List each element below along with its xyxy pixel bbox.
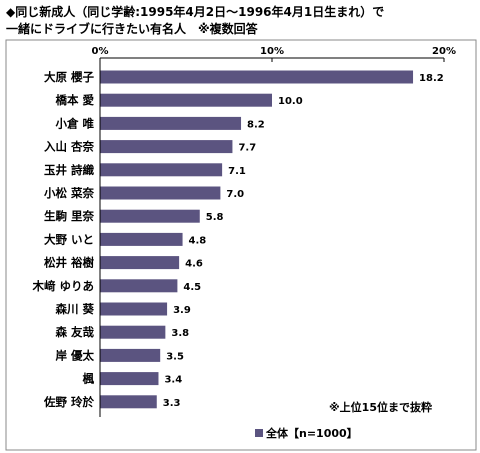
bar xyxy=(100,209,200,223)
value-label: 3.8 xyxy=(171,328,189,339)
value-label: 3.9 xyxy=(173,305,191,316)
category-label: 生駒 里奈 xyxy=(44,209,95,223)
bar xyxy=(100,348,161,362)
bar xyxy=(100,372,159,386)
bar xyxy=(100,325,166,339)
value-label: 3.3 xyxy=(163,398,181,409)
bar xyxy=(100,256,180,270)
category-label: 入山 杏奈 xyxy=(44,140,95,154)
chart-frame xyxy=(5,39,477,451)
legend-swatch xyxy=(255,429,263,437)
bar xyxy=(100,93,272,107)
bar xyxy=(100,279,178,293)
category-label: 玉井 詩織 xyxy=(44,163,95,177)
category-label: 森川 葵 xyxy=(55,302,94,316)
category-label: 岸 優太 xyxy=(55,348,94,362)
category-label: 佐野 玲於 xyxy=(43,395,95,409)
category-label: 森 友哉 xyxy=(55,325,94,339)
chart-title: ◆同じ新成人（同じ学齢:1995年4月2日～1996年4月1日生まれ）で 一緒に… xyxy=(6,5,385,36)
bar xyxy=(100,70,414,84)
x-tick-label: 0% xyxy=(92,46,109,57)
value-label: 4.8 xyxy=(189,235,207,246)
category-label: 小倉 唯 xyxy=(54,116,94,130)
category-label: 松井 裕樹 xyxy=(44,256,95,270)
bar xyxy=(100,395,157,409)
value-label: 4.6 xyxy=(185,259,203,270)
category-label: 木﨑 ゆりあ xyxy=(31,279,94,293)
value-label: 7.1 xyxy=(228,166,246,177)
bar xyxy=(100,186,221,200)
x-tick-label: 10% xyxy=(260,46,284,57)
category-label: 大原 櫻子 xyxy=(44,70,95,84)
bar xyxy=(100,116,242,130)
bar xyxy=(100,302,168,316)
category-label: 橋本 愛 xyxy=(55,93,94,107)
value-label: 7.7 xyxy=(238,143,256,154)
bar xyxy=(100,140,233,154)
value-label: 7.0 xyxy=(226,189,244,200)
value-label: 3.4 xyxy=(164,375,182,386)
value-label: 10.0 xyxy=(278,96,303,107)
annotation-note: ※上位15位まで抜粋 xyxy=(329,400,432,414)
bar xyxy=(100,163,223,177)
value-label: 5.8 xyxy=(206,212,224,223)
category-label: 小松 菜奈 xyxy=(43,186,95,200)
value-label: 8.2 xyxy=(247,119,265,130)
category-label: 楓 xyxy=(83,372,95,386)
x-tick-label: 20% xyxy=(432,46,456,57)
legend-label: 全体【n=1000】 xyxy=(265,426,358,440)
bar xyxy=(100,232,183,246)
value-label: 4.5 xyxy=(183,282,201,293)
category-label: 大野 いと xyxy=(44,232,94,246)
value-label: 3.5 xyxy=(166,351,184,362)
value-label: 18.2 xyxy=(419,73,444,84)
